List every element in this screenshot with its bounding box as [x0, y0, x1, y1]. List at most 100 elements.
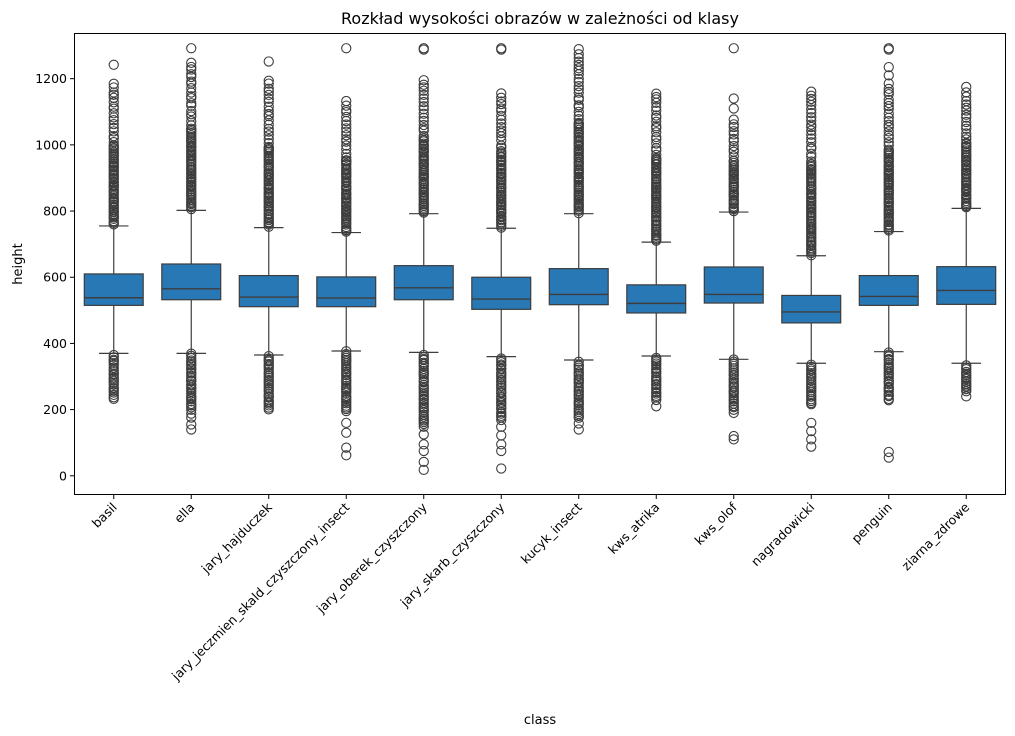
outlier-point — [186, 71, 197, 83]
outlier-point — [961, 378, 972, 390]
outlier-point — [651, 121, 662, 132]
outlier-point — [806, 125, 817, 136]
outlier-point — [186, 105, 197, 117]
outlier-point — [961, 116, 972, 128]
outlier-point — [418, 349, 429, 360]
iqr-box — [781, 294, 842, 324]
iqr-box — [83, 273, 144, 306]
outlier-point — [883, 100, 894, 112]
iqr-box — [393, 265, 454, 301]
outlier-point — [263, 358, 274, 370]
outlier-point — [883, 119, 894, 130]
outlier-point — [418, 445, 429, 457]
x-tick-label: ella — [171, 500, 197, 526]
outlier-point — [496, 122, 507, 133]
outlier-point — [651, 127, 662, 138]
outlier-point — [263, 78, 274, 89]
outlier-point — [108, 126, 119, 137]
outlier-point — [263, 126, 274, 137]
outlier-point — [573, 87, 584, 98]
outlier-point — [496, 439, 507, 450]
outlier-point — [186, 412, 197, 423]
outlier-point — [341, 450, 352, 461]
outlier-point — [418, 85, 429, 96]
outlier-point — [961, 360, 972, 371]
outlier-point — [806, 96, 817, 107]
x-tick-label: nagradowicki — [748, 500, 817, 569]
outlier-point — [728, 121, 739, 133]
y-axis: 0 200 400 600 800 1000 1200 — [35, 71, 75, 483]
outlier-point — [728, 43, 739, 54]
outlier-point — [961, 87, 972, 98]
outlier-point — [496, 367, 507, 378]
outlier-point — [186, 145, 197, 156]
outlier-point — [496, 353, 507, 364]
outlier-point — [806, 129, 817, 140]
outlier-point — [883, 94, 894, 106]
outlier-point — [573, 110, 584, 121]
outlier-point — [728, 146, 739, 157]
outlier-point — [496, 88, 507, 99]
outlier-point — [263, 119, 274, 130]
outlier-point — [418, 93, 429, 104]
outlier-point — [263, 75, 274, 86]
box-group-jary_skarb_czyszczony — [471, 43, 532, 474]
outlier-point — [108, 97, 119, 108]
outlier-point — [186, 76, 197, 87]
outlier-point — [418, 421, 429, 432]
outlier-point — [806, 158, 817, 170]
outlier-point — [651, 371, 662, 382]
outlier-point — [806, 441, 817, 452]
outlier-point — [496, 145, 507, 157]
outlier-point — [883, 446, 894, 458]
outlier-point — [961, 366, 972, 378]
outlier-point — [728, 373, 739, 384]
box-group-nagradowicki — [781, 86, 842, 452]
outlier-point — [418, 143, 429, 154]
outlier-point — [728, 133, 739, 145]
outlier-point — [186, 363, 197, 374]
outlier-point — [883, 43, 894, 54]
outlier-point — [186, 353, 197, 364]
outlier-point — [418, 409, 429, 420]
outlier-point — [263, 394, 274, 406]
outlier-point — [108, 89, 119, 100]
outlier-point — [496, 98, 507, 110]
outlier-point — [263, 108, 274, 120]
outlier-point — [496, 110, 507, 121]
box-group-jary_jeczmien_skald_czyszczony_insect — [316, 43, 377, 461]
outlier-point — [728, 400, 739, 412]
outlier-point — [883, 452, 894, 463]
outlier-point — [186, 64, 197, 75]
outlier-point — [651, 390, 662, 402]
outlier-point — [806, 156, 817, 167]
outlier-point — [728, 151, 739, 162]
outlier-point — [108, 392, 119, 403]
outlier-point — [263, 101, 274, 112]
outlier-point — [883, 78, 894, 89]
outlier-point — [651, 386, 662, 398]
outlier-point — [186, 424, 197, 435]
x-tick-label: kws_olof — [692, 499, 741, 548]
outlier-point — [651, 378, 662, 390]
outlier-point — [573, 63, 584, 74]
outlier-point — [573, 367, 584, 378]
outlier-point — [806, 151, 817, 162]
outlier-point — [883, 86, 894, 98]
outlier-point — [728, 407, 739, 419]
outlier-point — [263, 366, 274, 378]
outlier-point — [263, 389, 274, 400]
outlier-point — [341, 43, 352, 54]
outlier-point — [418, 397, 429, 408]
outlier-point — [573, 73, 584, 84]
outlier-point — [186, 390, 197, 402]
outlier-point — [806, 86, 817, 97]
outlier-point — [883, 357, 894, 369]
outlier-point — [961, 128, 972, 139]
outlier-point — [341, 119, 352, 130]
outlier-point — [186, 98, 197, 109]
outlier-point — [573, 359, 584, 371]
outlier-point — [961, 112, 972, 123]
outlier-point — [806, 359, 817, 370]
